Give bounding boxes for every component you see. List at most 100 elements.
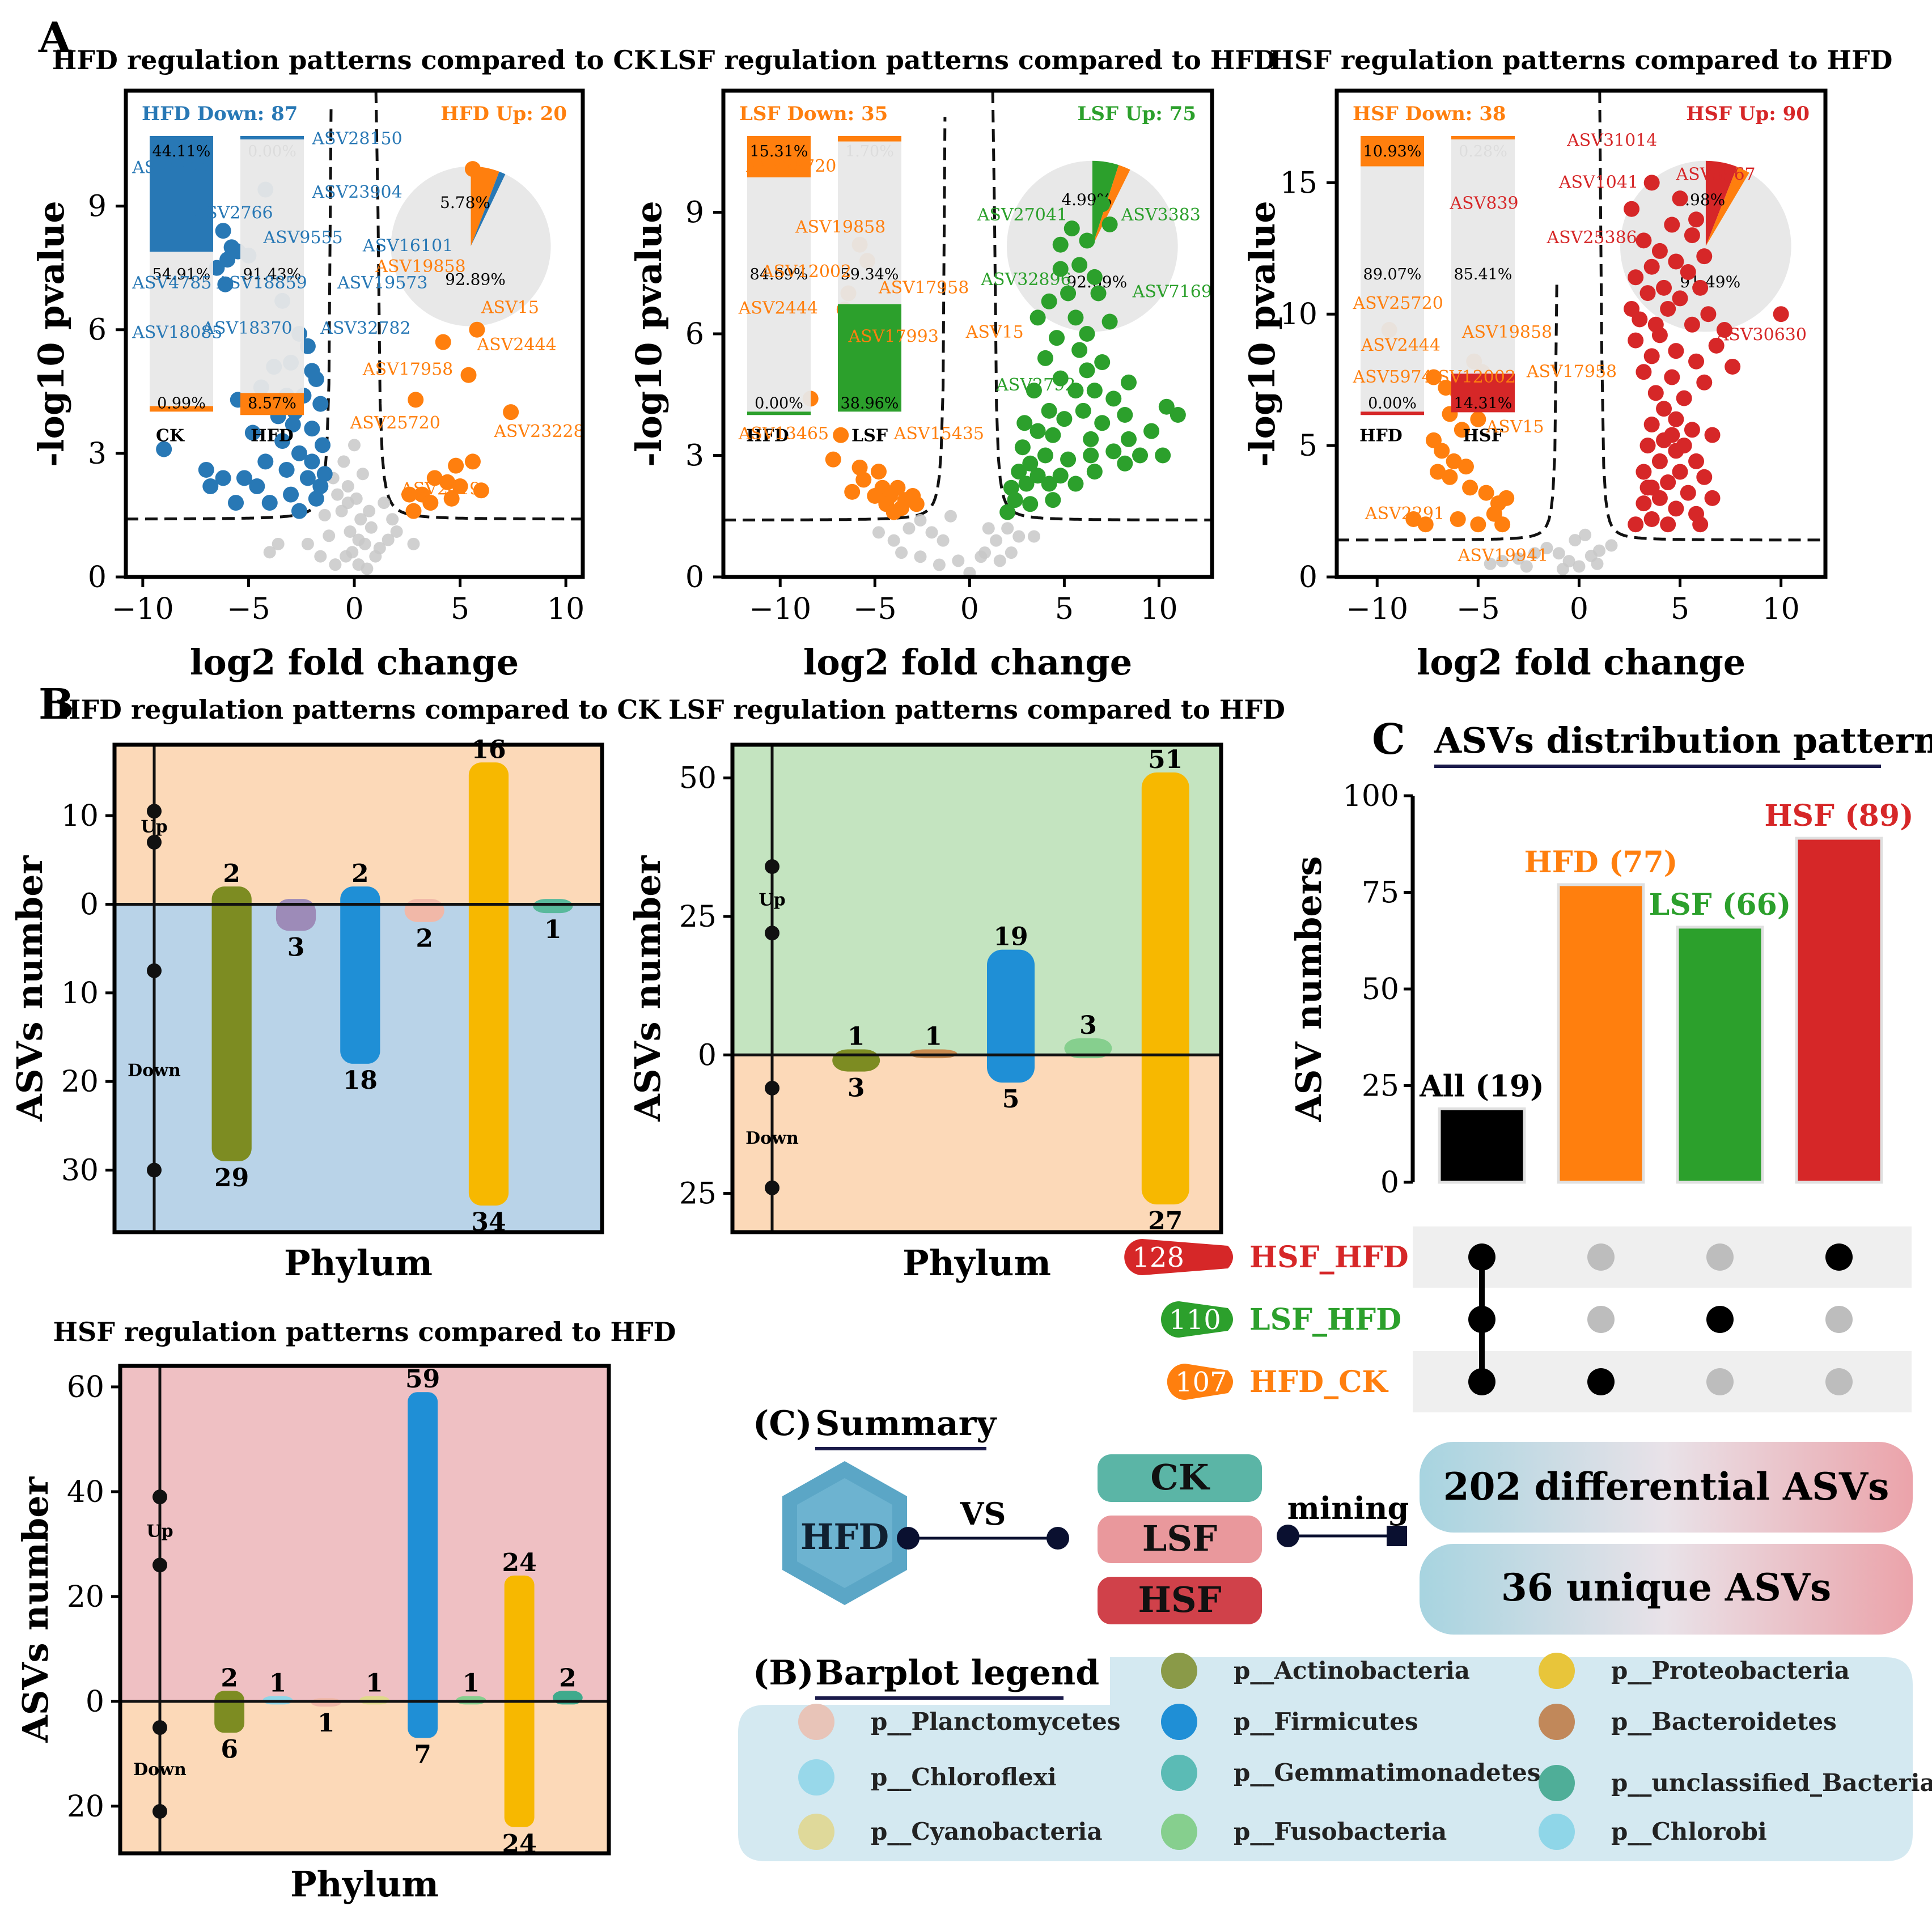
bar-up-label: 2 — [223, 859, 240, 888]
up-point — [1684, 227, 1700, 244]
down-point — [870, 464, 887, 480]
up-point — [1094, 415, 1111, 431]
up-point — [1643, 348, 1660, 364]
volcano-title: HFD regulation patterns compared to CK — [52, 45, 658, 75]
bar-down-label: 1 — [544, 915, 562, 944]
up-point — [1676, 438, 1692, 454]
nonsig-point — [1569, 534, 1582, 547]
up-point — [1660, 474, 1676, 491]
result-box-2 — [1420, 1544, 1913, 1635]
up-point — [1773, 306, 1789, 322]
y-tick-label: 15 — [1280, 166, 1317, 200]
matrix-dot — [1706, 1368, 1734, 1395]
phylum-barplots: HFD regulation patterns compared to CK Up… — [9, 694, 1285, 1905]
up-point — [1676, 390, 1692, 406]
up-point — [1011, 464, 1027, 480]
up-point — [1636, 232, 1652, 249]
threshold-curve-left — [126, 109, 333, 521]
nonsig-point — [1591, 557, 1604, 570]
summary-group-label: HSF — [1138, 1579, 1221, 1620]
down-point — [198, 461, 214, 478]
down-count: HFD Down: 87 — [142, 103, 298, 125]
down-point — [215, 223, 231, 239]
stacked-pct: 84.69% — [750, 266, 808, 283]
y-axis-label: -log10 pvalue — [31, 201, 72, 466]
up-point — [1725, 358, 1741, 375]
x-tick-label: −5 — [227, 592, 270, 626]
stacked-segment — [838, 136, 901, 142]
bar-up-label: 16 — [471, 735, 506, 764]
asv-annotation: ASV19858 — [1461, 322, 1552, 342]
asv-annotation: ASV5967 — [1675, 165, 1755, 185]
asv-annotation: ASV12002 — [1425, 367, 1516, 387]
x-tick-label: 10 — [547, 592, 584, 626]
up-point — [1143, 423, 1160, 439]
up-point — [1660, 300, 1676, 317]
y-tick-label: 20 — [61, 1065, 99, 1099]
y-tick-label: 10 — [61, 799, 99, 833]
matrix-dot — [1468, 1306, 1495, 1333]
plot-frame — [1334, 88, 1828, 579]
up-point — [473, 482, 489, 499]
down-point — [855, 472, 872, 488]
nonsig-point — [914, 513, 927, 527]
up-point — [405, 503, 422, 519]
down-point — [285, 416, 301, 432]
down-point — [236, 470, 252, 486]
volcano-title: LSF regulation patterns compared to HFD — [659, 45, 1276, 75]
bar-up-label: 24 — [502, 1548, 537, 1577]
stacked-segment — [747, 411, 811, 415]
legend-swatch — [1539, 1765, 1575, 1801]
asv-annotation: ASV2444 — [738, 298, 818, 318]
up-point — [1101, 216, 1118, 232]
up-count: HSF Up: 90 — [1686, 103, 1810, 125]
phylum-bar: 2 29 — [211, 859, 252, 1192]
down-point — [316, 466, 333, 482]
asv-annotation: ASV19941 — [1458, 546, 1548, 566]
down-point — [217, 276, 234, 292]
y-tick-label: 0 — [1299, 561, 1317, 595]
stacked-label: CK — [156, 426, 185, 445]
legend-dot — [152, 1720, 167, 1735]
bar-down-label: 1 — [317, 1709, 335, 1738]
up-point — [1079, 232, 1095, 249]
x-axis-label: Phylum — [290, 1864, 439, 1905]
y-tick-label: 50 — [679, 762, 717, 796]
matrix-dot — [1587, 1306, 1615, 1333]
down-point — [304, 421, 320, 437]
nonsig-point — [361, 562, 374, 575]
down-point — [1425, 369, 1442, 385]
phylum-bar-shape — [214, 1691, 245, 1733]
up-region — [115, 745, 602, 905]
up-point — [1041, 476, 1057, 492]
down-point — [202, 478, 219, 495]
x-tick-label: 5 — [451, 592, 469, 626]
summary-group-box — [1098, 1516, 1262, 1563]
phylum-bar-shape — [832, 1049, 880, 1072]
down-point — [278, 461, 295, 478]
up-point — [1660, 516, 1676, 533]
bar-down-label: 3 — [848, 1074, 865, 1103]
stacked-segment — [1361, 136, 1424, 167]
nonsig-point — [356, 468, 369, 481]
up-point — [1052, 236, 1069, 253]
nonsig-point — [263, 546, 276, 559]
nonsig-point — [963, 566, 976, 577]
matrix-dot — [1825, 1368, 1853, 1395]
nonsig-point — [363, 504, 376, 517]
down-count: LSF Down: 35 — [739, 103, 888, 125]
up-point — [1716, 322, 1732, 338]
stacked-label: HFD — [746, 426, 789, 445]
nonsig-point — [872, 526, 885, 539]
nonsig-point — [1001, 522, 1014, 535]
nonsig-point — [887, 534, 900, 547]
nonsig-point — [1540, 541, 1553, 554]
volcano-plots: 5.78% 92.89% 44.11% 54.91% 0.99% CK 0.00% 91.43… — [31, 45, 1892, 683]
up-point — [1060, 285, 1077, 302]
pie-label: 92.89% — [445, 270, 506, 288]
down-count: HSF Down: 38 — [1353, 103, 1506, 125]
nonsig-point — [348, 439, 361, 452]
down-point — [833, 427, 849, 443]
up-count: HFD Up: 20 — [440, 103, 567, 125]
